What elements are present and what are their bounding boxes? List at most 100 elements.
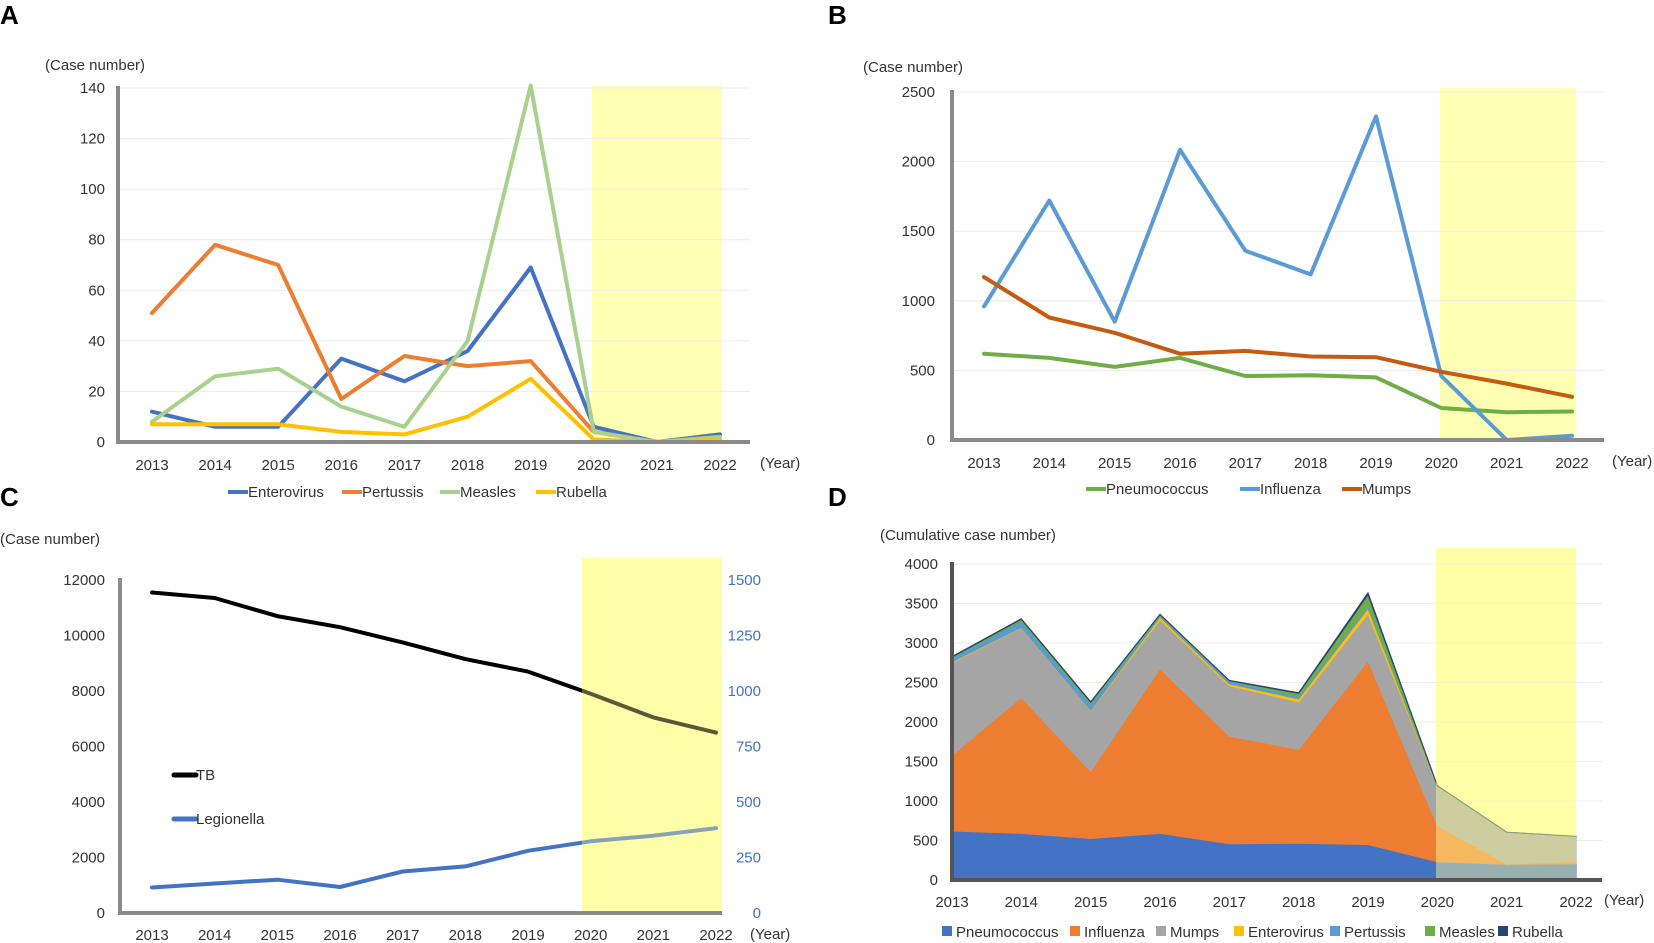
y-tick-0: 0 [927,432,935,449]
x-tick-2013: 2013 [935,894,968,911]
x-tick-2014: 2014 [198,927,231,943]
y-tick-2500: 2500 [902,84,935,101]
panel-letter-d: D [828,482,847,512]
y-tick-20: 20 [88,383,105,400]
legend-label-tb: TB [196,767,215,784]
legend-swatch-mumps [1156,926,1166,936]
legend-label-enterovirus: Enterovirus [1248,924,1324,941]
x-tick-2017: 2017 [388,457,421,474]
y-axis-unit-label: (Case number) [0,531,100,548]
y-tick-2000: 2000 [72,850,105,867]
y-tick-100: 100 [80,181,105,198]
x-tick-2017: 2017 [1229,455,1262,472]
x-tick-2020: 2020 [1421,894,1454,911]
x-tick-2017: 2017 [386,927,419,943]
y-tick-2000: 2000 [905,714,938,731]
y-tick-2000: 2000 [902,154,935,171]
y-tick-4000: 4000 [905,556,938,573]
x-tick-2016: 2016 [1163,455,1196,472]
y-tick-4000: 4000 [72,794,105,811]
x-tick-2019: 2019 [1359,455,1392,472]
y-tick-1500: 1500 [905,754,938,771]
x-tick-2014: 2014 [1005,894,1038,911]
y2-tick-1500: 1500 [728,572,761,589]
x-tick-2022: 2022 [699,927,732,943]
panel-letter-b: B [828,0,847,30]
x-tick-2019: 2019 [1351,894,1384,911]
legend-swatch-influenza [1070,926,1080,936]
legend-swatch-rubella [1498,926,1508,936]
x-tick-2019: 2019 [514,457,547,474]
legend-label-rubella: Rubella [1512,924,1564,941]
y2-tick-1250: 1250 [728,628,761,645]
x-tick-2014: 2014 [198,457,231,474]
y-tick-3500: 3500 [905,596,938,613]
pandemic-highlight-overlay [582,558,722,913]
legend-label-enterovirus: Enterovirus [248,484,324,501]
x-tick-2016: 2016 [323,927,356,943]
legend-label-measles: Measles [1439,924,1495,941]
y-tick-1000: 1000 [905,793,938,810]
legend-label-mumps: Mumps [1362,481,1411,498]
legend-label-mumps: Mumps [1170,924,1219,941]
x-tick-2015: 2015 [262,457,295,474]
y-tick-12000: 12000 [63,572,105,589]
pandemic-highlight-band [582,558,722,913]
y-tick-40: 40 [88,333,105,350]
y-tick-80: 80 [88,232,105,249]
x-tick-2018: 2018 [1282,894,1315,911]
legend-swatch-measles [1425,926,1435,936]
legend-label-pneumococcus: Pneumococcus [1106,481,1209,498]
x-tick-2016: 2016 [325,457,358,474]
x-tick-2021: 2021 [1490,894,1523,911]
y-tick-500: 500 [910,362,935,379]
x-tick-2018: 2018 [1294,455,1327,472]
legend-label-legionella: Legionella [196,811,265,828]
area-rubella [951,591,1577,837]
x-tick-2019: 2019 [511,927,544,943]
x-tick-2022: 2022 [703,457,736,474]
series-line-tb [150,590,718,735]
x-tick-2014: 2014 [1033,455,1066,472]
pandemic-highlight-overlay [1436,548,1576,880]
panel-letter-a: A [0,0,19,30]
y-tick-2500: 2500 [905,675,938,692]
x-tick-2020: 2020 [577,457,610,474]
x-axis-unit-label: (Year) [760,455,800,472]
panel-a: 0 20 40 60 80 100 120 140 2013 2014 2015 2016 2017 20… [45,57,800,501]
x-tick-2021: 2021 [1490,455,1523,472]
series-line-influenza [982,114,1574,442]
x-tick-2018: 2018 [449,927,482,943]
panel-b: 0 500 1000 1500 2000 2500 2013 2014 2015 2016 2017… [863,59,1652,498]
x-tick-2020: 2020 [1425,455,1458,472]
y-tick-0: 0 [97,434,105,451]
legend-label-pertussis: Pertussis [362,484,424,501]
legend-label-rubella: Rubella [556,484,608,501]
y-tick-1000: 1000 [902,293,935,310]
pandemic-highlight-band [592,86,722,442]
x-tick-2022: 2022 [1559,894,1592,911]
y-tick-60: 60 [88,282,105,299]
y-tick-3000: 3000 [905,635,938,652]
legend-label-measles: Measles [460,484,516,501]
x-tick-2016: 2016 [1143,894,1176,911]
x-tick-2015: 2015 [1098,455,1131,472]
y-axis-unit-label: (Cumulative case number) [880,527,1056,544]
x-tick-2022: 2022 [1555,455,1588,472]
y-tick-1500: 1500 [902,223,935,240]
series-line-enterovirus [150,265,722,444]
y-axis-unit-label: (Case number) [863,59,963,76]
series-line-measles [150,83,722,444]
y-tick-6000: 6000 [72,739,105,756]
y2-tick-250: 250 [736,850,761,867]
series-line-legionella [150,826,718,890]
legend-label-pertussis: Pertussis [1344,924,1406,941]
y-tick-0: 0 [97,905,105,922]
x-tick-2013: 2013 [135,457,168,474]
y-tick-120: 120 [80,131,105,148]
x-tick-2017: 2017 [1213,894,1246,911]
y-tick-10000: 10000 [63,628,105,645]
